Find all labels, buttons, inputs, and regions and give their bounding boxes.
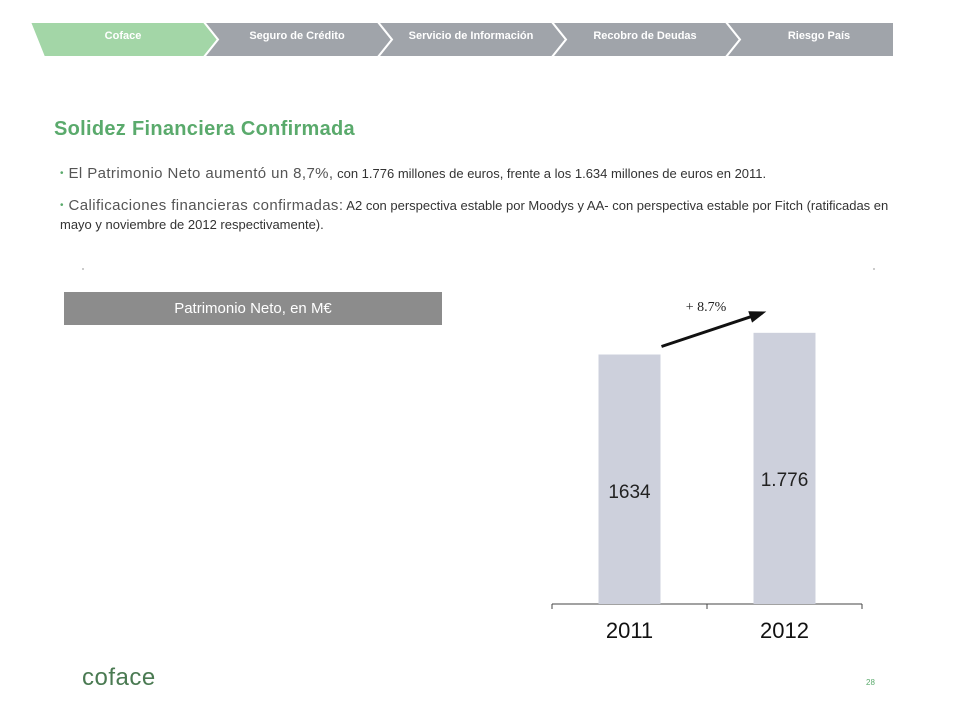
nav-step-1[interactable]: Coface (104, 30, 142, 42)
bullet-ratings-text: A2 con perspectiva estable por Moodys y … (60, 198, 889, 232)
growth-annotation: + 8.7% (686, 300, 727, 315)
step-navigation: Coface Seguro de Crédito Servicio de Infor… (0, 0, 960, 60)
coface-logo: coface (82, 664, 156, 691)
bar-2011 (598, 354, 661, 604)
nav-step-4[interactable]: Recobro de Deudas (593, 30, 697, 42)
growth-arrow-line (661, 311, 763, 348)
bullet-ratings: • Calificaciones financieras confirmadas:… (60, 196, 920, 234)
x-tick-label: 2012 (760, 618, 809, 643)
bar-2012 (753, 332, 816, 604)
step-navigation-chevrons (28, 21, 895, 58)
growth-arrow-head-icon (748, 311, 767, 323)
bullet-dot-icon: • (60, 168, 64, 179)
page-title: Solidez Financiera Confirmada (54, 118, 355, 140)
bullet-equity-text: con 1.776 millones de euros, frente a lo… (333, 166, 767, 181)
chart-caption-box: Patrimonio Neto, en M€ (64, 292, 442, 325)
bullet-equity: • El Patrimonio Neto aumentó un 8,7%, con… (60, 164, 920, 183)
nav-step-5[interactable]: Riesgo País (787, 30, 851, 42)
separator-mark-right (873, 268, 875, 270)
bullet-dot-icon: • (60, 200, 64, 211)
nav-step-2[interactable]: Seguro de Crédito (249, 30, 345, 42)
bullet-ratings-lead: Calificaciones financieras confirmadas: (68, 197, 344, 214)
bullet-equity-lead: El Patrimonio Neto aumentó un 8,7%, (68, 165, 334, 182)
nav-step-shape-5[interactable] (723, 21, 895, 58)
nav-step-3[interactable]: Servicio de Información (408, 30, 534, 42)
bar-value-label: 1634 (608, 482, 651, 503)
separator-mark-left (82, 268, 84, 270)
x-tick-label: 2011 (606, 618, 653, 643)
equity-bar-chart: 1634 2011 1.776 2012 + 8.7% (551, 300, 863, 643)
bar-value-label: 1.776 (761, 470, 809, 491)
page-number: 28 (866, 678, 875, 687)
